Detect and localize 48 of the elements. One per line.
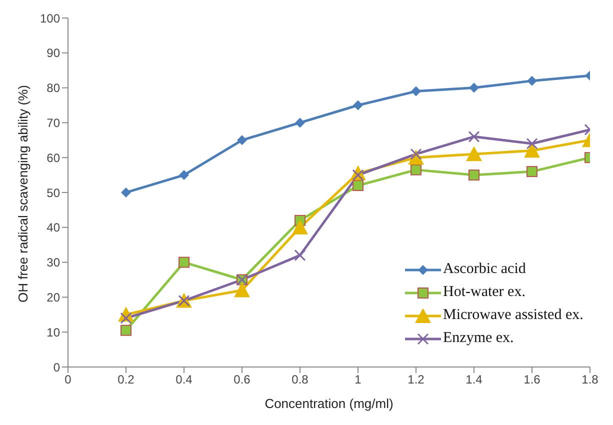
x-tick-label: 1.4 (466, 372, 483, 387)
x-axis-title: Concentration (mg/ml) (264, 396, 394, 412)
legend-label: Ascorbic acid (443, 261, 526, 278)
y-tick-label: 100 (40, 11, 60, 26)
point (352, 180, 364, 192)
point (294, 250, 306, 262)
x-tick-label: 1.8 (582, 372, 599, 387)
y-tick-label: 60 (46, 150, 60, 165)
y-tick-label: 80 (46, 81, 60, 96)
point (292, 219, 308, 234)
point (178, 256, 190, 268)
y-tick-label: 50 (46, 186, 60, 200)
x-tick-label: 0 (64, 372, 72, 387)
point (466, 146, 482, 162)
point (468, 130, 480, 142)
point (410, 164, 422, 176)
x-tick-label: 0.8 (292, 372, 309, 387)
point (469, 82, 479, 93)
y-axis-title: OH free radical scavenging ability (%) (16, 85, 31, 302)
point (234, 282, 250, 298)
y-tick-label: 90 (46, 46, 60, 60)
point (527, 76, 537, 86)
point (120, 324, 132, 336)
legend-label: Hot-water ex. (443, 284, 526, 301)
point (237, 135, 247, 146)
x-tick-label: 1 (354, 372, 362, 387)
point (411, 86, 421, 96)
point (179, 170, 189, 180)
point (526, 166, 538, 178)
x-tick-label: 0.6 (234, 372, 251, 387)
legend-label: Enzyme ex. (443, 330, 514, 347)
y-tick-label: 10 (46, 325, 60, 340)
y-tick-label: 30 (46, 256, 60, 270)
x-tick-label: 1.2 (408, 372, 425, 387)
legend-label: Microwave assisted ex. (443, 307, 584, 324)
point (468, 170, 480, 181)
point (524, 142, 540, 158)
point (526, 138, 538, 150)
x-tick-label: 0.2 (118, 372, 135, 387)
point (353, 100, 363, 110)
point (121, 188, 131, 198)
x-tick-label: 0.4 (176, 372, 193, 387)
x-tick-label: 1.6 (524, 372, 541, 387)
y-tick-label: 40 (46, 220, 60, 235)
y-tick-label: 70 (46, 116, 60, 130)
y-tick-label: 20 (46, 290, 60, 304)
y-tick-label: 0 (53, 360, 60, 374)
point (295, 118, 305, 128)
